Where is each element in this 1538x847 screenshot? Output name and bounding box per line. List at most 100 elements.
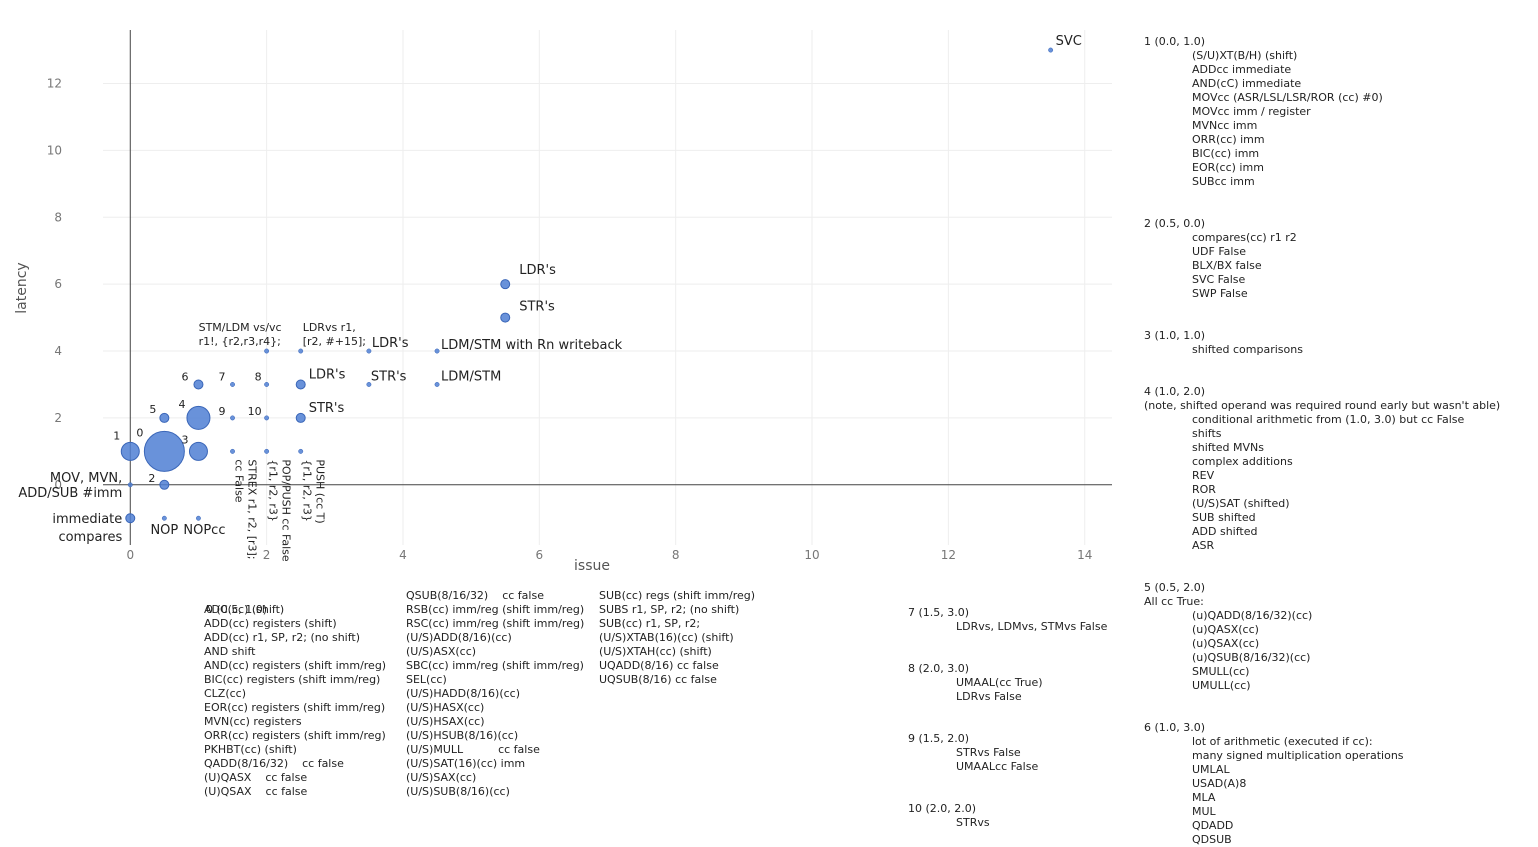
legend-item: SWP False xyxy=(1192,287,1248,300)
legend-item: UMAAL(cc True) xyxy=(956,676,1043,689)
legend-item: (u)QSUB(8/16/32)(cc) xyxy=(1192,651,1311,664)
legend-item: AND shift xyxy=(204,645,256,658)
legend-mid: 7 (1.5, 3.0) LDRvs, LDMvs, STMvs False 8 (… xyxy=(908,606,1107,830)
y-tick-label: 12 xyxy=(47,77,62,91)
point-label: 3 xyxy=(181,433,188,446)
legend-item: (S/U)XT(B/H) (shift) xyxy=(1192,49,1298,62)
legend-item: complex additions xyxy=(1192,455,1293,468)
point-label: 2 xyxy=(148,472,155,485)
y-tick-label: 6 xyxy=(54,277,62,291)
x-tick-label: 12 xyxy=(941,548,956,562)
legend-item: SUB(cc) regs (shift imm/reg) xyxy=(599,589,756,602)
legend-group-subheader: (note, shifted operand was required roun… xyxy=(1144,399,1501,412)
point-label: 5 xyxy=(149,403,156,416)
legend-item: SUB(cc) r1, SP, r2; xyxy=(599,617,701,630)
legend-item: BIC(cc) registers (shift imm/reg) xyxy=(204,673,381,686)
data-point xyxy=(1048,47,1054,53)
legend-item: ROR xyxy=(1192,483,1216,496)
legend-item: (U/S)XTAB(16)(cc) (shift) xyxy=(599,631,734,644)
legend-item: EOR(cc) imm xyxy=(1192,161,1264,174)
legend-item: (U/S)SUB(8/16)(cc) xyxy=(406,785,510,798)
data-point xyxy=(295,412,306,423)
legend-item: (U/S)SAT(16)(cc) imm xyxy=(406,757,526,770)
data-point xyxy=(264,348,270,354)
data-point xyxy=(120,441,140,461)
grid xyxy=(103,30,1112,545)
legend-item: UMLAL xyxy=(1192,763,1230,776)
data-point xyxy=(143,430,185,472)
legend-item: PKHBT(cc) (shift) xyxy=(204,743,297,756)
data-point xyxy=(125,513,136,524)
legend-item: (U/S)XTAH(cc) (shift) xyxy=(599,645,712,658)
legend-item: QADD(8/16/32) cc false xyxy=(204,757,344,770)
legend-item: RSB(cc) imm/reg (shift imm/reg) xyxy=(406,603,585,616)
legend-item: many signed multiplication operations xyxy=(1192,749,1404,762)
data-points xyxy=(120,47,1054,524)
legend-item: ORR(cc) imm xyxy=(1192,133,1265,146)
legend-item: UQADD(8/16) cc false xyxy=(599,659,719,672)
legend-item: shifts xyxy=(1192,427,1222,440)
data-point xyxy=(264,448,270,454)
legend-item: (U/S)HSAX(cc) xyxy=(406,715,485,728)
point-label: 1 xyxy=(113,429,120,442)
legend-item: LDRvs False xyxy=(956,690,1022,703)
point-label: 8 xyxy=(255,370,262,383)
y-tick-label: 8 xyxy=(54,210,62,224)
legend-item: UDF False xyxy=(1192,245,1246,258)
point-label: PUSH (cc T){r1, r2, r3} xyxy=(301,459,327,523)
point-label: POP/PUSH cc False{r1, r2, r3} xyxy=(267,459,293,562)
point-label: 10 xyxy=(248,405,262,418)
point-label: LDR's xyxy=(372,336,409,351)
x-tick-label: 14 xyxy=(1077,548,1092,562)
legend-group-header: 9 (1.5, 2.0) xyxy=(908,732,970,745)
y-tick-label: 0 xyxy=(54,478,62,492)
legend-item: SVC False xyxy=(1192,273,1246,286)
legend-item: STRvs False xyxy=(956,746,1021,759)
data-point xyxy=(298,448,304,454)
point-label: 4 xyxy=(178,398,185,411)
legend-item: (U/S)SAX(cc) xyxy=(406,771,477,784)
legend-group-header: 6 (1.0, 3.0) xyxy=(1144,721,1206,734)
x-tick-label: 2 xyxy=(263,548,271,562)
legend-item: SUB shifted xyxy=(1192,511,1256,524)
data-point xyxy=(230,382,235,387)
point-label: LDR's xyxy=(309,367,346,382)
data-point xyxy=(366,348,372,354)
legend-item: (U/S)HASX(cc) xyxy=(406,701,485,714)
legend-item: BIC(cc) imm xyxy=(1192,147,1260,160)
point-label: LDM/STM xyxy=(441,369,501,384)
point-label: 6 xyxy=(181,370,188,383)
data-point xyxy=(298,348,304,354)
legend-item: ASR xyxy=(1192,539,1215,552)
legend-item: MOVcc imm / register xyxy=(1192,105,1311,118)
point-label: STR's xyxy=(519,300,555,315)
legend-item: shifted comparisons xyxy=(1192,343,1303,356)
legend-item: SMULL(cc) xyxy=(1192,665,1250,678)
legend-item: (U)QSAX cc false xyxy=(204,785,308,798)
legend-item: ADDcc immediate xyxy=(1192,63,1292,76)
legend-item: ADD(cc) registers (shift) xyxy=(204,617,337,630)
legend-item: QSUB(8/16/32) cc false xyxy=(406,589,544,602)
data-point xyxy=(500,312,511,323)
legend-group-header: 3 (1.0, 1.0) xyxy=(1144,329,1206,342)
data-point xyxy=(159,479,170,490)
point-label: 0 xyxy=(136,426,143,439)
point-label: immediate compares xyxy=(52,512,122,545)
data-point xyxy=(230,448,235,454)
legend-item: (u)QADD(8/16/32)(cc) xyxy=(1192,609,1313,622)
legend-item: BLX/BX false xyxy=(1192,259,1262,272)
data-point xyxy=(161,515,167,521)
legend-item: MLA xyxy=(1192,791,1216,804)
legend-item: STRvs xyxy=(956,816,990,829)
legend-item: REV xyxy=(1192,469,1215,482)
data-point xyxy=(434,382,440,387)
data-point xyxy=(264,382,270,387)
point-label: 9 xyxy=(219,405,226,418)
legend-group-header: 7 (1.5, 3.0) xyxy=(908,606,970,619)
legend-item: SEL(cc) xyxy=(406,673,447,686)
data-point xyxy=(188,441,208,461)
point-label: MOV, MVN, ADD/SUB #imm xyxy=(18,471,122,501)
y-axis-title: latency xyxy=(14,262,30,313)
